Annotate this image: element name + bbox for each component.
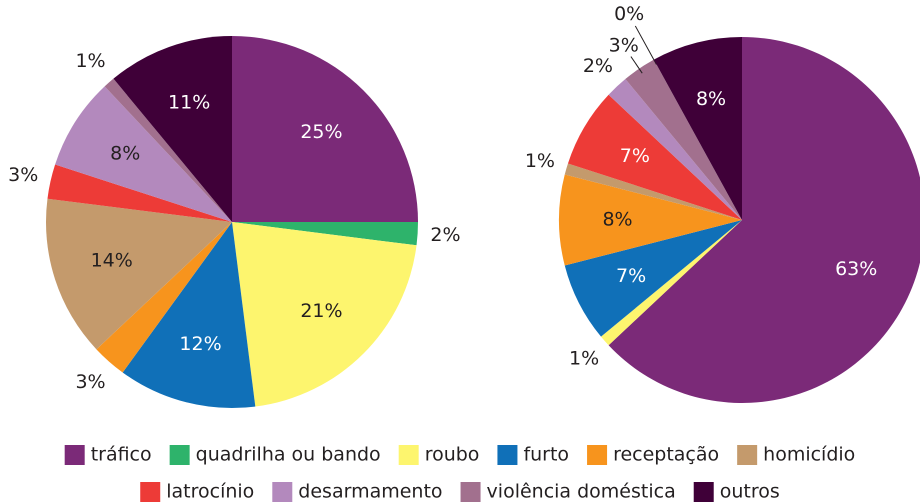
pie-slice <box>564 163 742 220</box>
pie-slice <box>122 222 256 408</box>
slice-label: 25% <box>300 121 342 143</box>
legend-swatch <box>398 445 419 465</box>
legend-label: tráfico <box>91 444 152 466</box>
slice-label: 7% <box>616 265 646 287</box>
pie-slice <box>559 174 742 266</box>
pie-slice <box>104 78 232 222</box>
slice-label: 11% <box>168 91 210 113</box>
slice-label: 8% <box>110 143 140 165</box>
legend-label: receptação <box>613 444 719 466</box>
slice-label: 3% <box>75 371 105 393</box>
legend-label: quadrilha ou bando <box>196 444 381 466</box>
pie-slice <box>600 220 742 346</box>
legend-swatch <box>64 445 85 465</box>
pie-slice <box>232 222 417 407</box>
slice-label: 3% <box>609 34 639 56</box>
pie-slice <box>113 36 232 222</box>
pie-slice <box>47 164 232 222</box>
slice-label: 1% <box>525 150 555 172</box>
legend-swatch <box>169 445 190 465</box>
slice-label: 2% <box>430 224 460 246</box>
legend-label: latrocínio <box>166 481 254 503</box>
pie-slice <box>653 37 742 220</box>
legend-swatch <box>587 445 608 465</box>
slice-label: 14% <box>91 250 133 272</box>
slice-label: 3% <box>8 164 38 186</box>
slice-label: 7% <box>620 145 650 167</box>
pie-slice <box>564 220 742 337</box>
pie-slice <box>567 94 742 220</box>
legend-swatch <box>140 482 161 502</box>
slice-label: 21% <box>300 300 342 322</box>
pie-slice <box>55 86 233 222</box>
slice-label: 12% <box>179 333 221 355</box>
legend-swatch <box>693 482 714 502</box>
slice-label: 8% <box>696 88 726 110</box>
slice-label: 1% <box>569 348 599 370</box>
legend-swatch <box>737 445 758 465</box>
legend-label: homicídio <box>763 444 855 466</box>
legend-label: furto <box>523 444 569 466</box>
pie-slice <box>608 37 920 403</box>
pie-slice <box>96 222 232 373</box>
slice-label: 0% <box>614 3 644 25</box>
legend-label: violência doméstica <box>487 481 676 503</box>
legend-swatch <box>272 482 293 502</box>
slice-label: 2% <box>583 55 613 77</box>
legend-label: desarmamento <box>298 481 442 503</box>
pie-slice <box>46 198 233 350</box>
leader-line <box>630 56 643 74</box>
legend-swatch <box>497 445 518 465</box>
pie-slice <box>232 222 418 246</box>
pie-slice <box>608 78 742 220</box>
pie-slice <box>232 36 418 222</box>
legend-label: roubo <box>425 444 480 466</box>
slice-label: 1% <box>75 50 105 72</box>
legend-swatch <box>460 482 481 502</box>
slice-label: 8% <box>602 209 632 231</box>
slice-label: 63% <box>835 258 877 280</box>
leader-line <box>634 25 657 65</box>
pie-slice <box>625 59 742 220</box>
legend-label: outros <box>720 481 780 503</box>
